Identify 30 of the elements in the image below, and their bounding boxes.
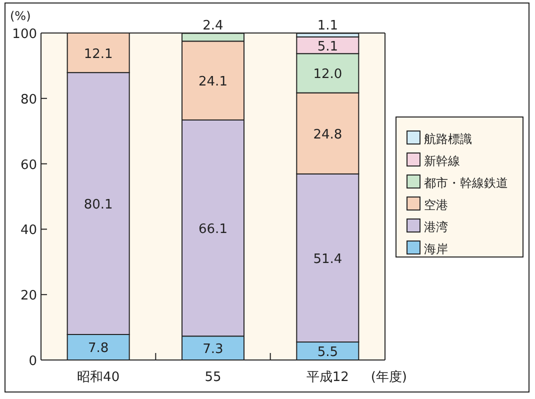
x-tick-label: 昭和40 bbox=[77, 370, 120, 385]
x-axis-title: (年度) bbox=[370, 369, 407, 385]
data-label: 12.0 bbox=[313, 67, 342, 82]
y-axis-title: (%) bbox=[10, 9, 31, 23]
legend-label: 航路標識 bbox=[424, 132, 472, 146]
data-label: 5.5 bbox=[317, 345, 338, 360]
data-label: 7.8 bbox=[88, 341, 109, 356]
x-tick-label: 55 bbox=[204, 370, 222, 385]
data-label: 7.3 bbox=[202, 342, 224, 358]
legend-label: 都市・幹線鉄道 bbox=[424, 176, 508, 190]
data-label: 80.1 bbox=[84, 198, 113, 213]
y-tick-label: 100 bbox=[12, 27, 37, 42]
data-label: 5.1 bbox=[317, 39, 338, 54]
data-label: 1.1 bbox=[317, 18, 338, 34]
data-label: 24.1 bbox=[198, 74, 228, 90]
data-label: 66.1 bbox=[198, 222, 228, 238]
data-label: 51.4 bbox=[313, 252, 342, 267]
data-label: 12.1 bbox=[84, 46, 113, 62]
legend-label: 新幹線 bbox=[424, 154, 460, 168]
data-label: 24.8 bbox=[313, 127, 342, 142]
y-tick-label: 20 bbox=[20, 288, 37, 304]
y-tick-label: 40 bbox=[20, 223, 37, 238]
x-tick-label: 平成12 bbox=[306, 370, 349, 385]
legend-label: 海岸 bbox=[424, 242, 448, 256]
legend-label: 空港 bbox=[424, 198, 448, 212]
legend-label: 港湾 bbox=[424, 220, 448, 234]
y-tick-label: 80 bbox=[20, 92, 37, 108]
y-tick-label: 60 bbox=[20, 158, 37, 173]
data-label: 2.4 bbox=[202, 18, 224, 34]
y-tick-label: 0 bbox=[28, 354, 37, 369]
